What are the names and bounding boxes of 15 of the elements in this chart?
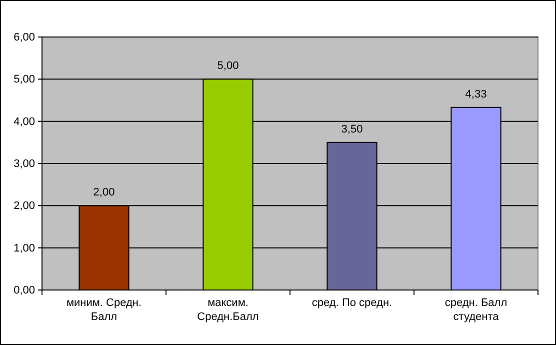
y-tick-label: 2,00 (14, 200, 35, 212)
y-tick-label: 1,00 (14, 242, 35, 254)
data-label: 3,50 (341, 123, 363, 136)
y-tick-label: 6,00 (14, 32, 35, 44)
y-tick-label: 4,00 (14, 116, 35, 128)
data-label: 5,00 (217, 60, 239, 72)
data-label: 2,00 (93, 186, 115, 199)
data-label: 4,33 (465, 88, 487, 100)
x-tick-label: миним. Средн. Балл (66, 297, 142, 323)
x-tick-label: максим. Средн.Балл (197, 297, 259, 323)
y-tick-label: 5,00 (14, 74, 35, 86)
y-tick-label: 3,00 (14, 158, 35, 170)
x-tick-label: средн. Балл студента (444, 297, 508, 323)
x-tick-label: сред. По средн. (312, 297, 392, 310)
y-tick-label: 0,00 (14, 284, 35, 297)
